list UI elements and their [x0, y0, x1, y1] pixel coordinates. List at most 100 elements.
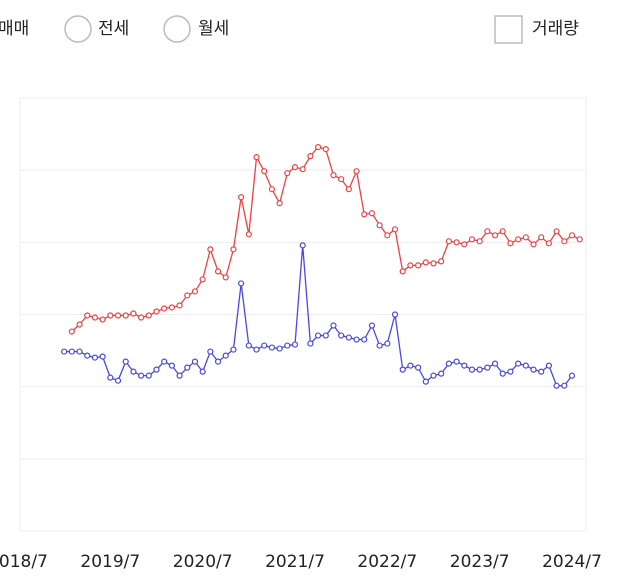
point — [122, 358, 129, 365]
point — [507, 368, 514, 375]
point — [368, 210, 376, 217]
point — [291, 341, 299, 348]
point — [461, 241, 468, 248]
point — [453, 358, 460, 365]
point — [361, 336, 368, 343]
point — [268, 186, 276, 193]
point — [415, 262, 422, 269]
point — [484, 364, 491, 371]
option-label[interactable]: 매매 — [0, 19, 29, 39]
point — [230, 246, 237, 253]
point — [245, 231, 252, 238]
point — [291, 164, 299, 171]
x-tick-label: 2022/7 — [357, 552, 417, 572]
point — [338, 332, 345, 339]
point — [168, 304, 175, 311]
point — [345, 334, 352, 341]
checkbox-label[interactable]: 거래량 — [532, 19, 579, 39]
point — [138, 314, 145, 321]
point — [345, 186, 352, 193]
point — [68, 348, 75, 355]
point — [499, 370, 506, 377]
point — [68, 328, 75, 335]
point — [199, 368, 206, 375]
point — [522, 234, 529, 241]
point — [391, 226, 399, 233]
point — [422, 259, 429, 266]
x-tick-label: 2020/7 — [173, 552, 233, 572]
point — [130, 368, 137, 375]
option-label[interactable]: 전세 — [98, 19, 129, 39]
point — [499, 228, 506, 235]
point — [453, 239, 460, 246]
option-label[interactable]: 월세 — [198, 19, 229, 39]
point — [161, 358, 168, 365]
checkbox[interactable] — [494, 15, 523, 44]
point — [284, 170, 291, 177]
point — [222, 352, 229, 359]
point — [430, 372, 437, 379]
point — [361, 211, 368, 218]
point — [176, 372, 183, 379]
point — [91, 354, 99, 361]
point — [253, 154, 260, 161]
point — [307, 153, 314, 160]
point — [545, 240, 553, 247]
point — [107, 312, 114, 319]
x-tick-label: 2024/7 — [542, 552, 602, 572]
point — [568, 372, 576, 379]
point — [61, 348, 68, 355]
x-tick-label: 2023/7 — [450, 552, 510, 572]
point — [553, 382, 560, 389]
point — [376, 342, 383, 349]
point — [507, 240, 514, 247]
point — [168, 362, 175, 369]
radio[interactable] — [64, 15, 92, 43]
point — [238, 194, 245, 201]
point — [122, 312, 129, 319]
point — [276, 200, 283, 207]
point — [207, 348, 214, 355]
point — [314, 332, 322, 339]
point — [314, 144, 322, 151]
point — [515, 236, 522, 243]
point — [184, 364, 191, 371]
point — [484, 228, 491, 235]
point — [99, 316, 106, 323]
point — [384, 232, 391, 239]
point — [568, 232, 576, 239]
point — [468, 236, 476, 243]
point — [530, 241, 537, 248]
point — [522, 362, 529, 369]
point — [214, 268, 222, 275]
point — [553, 228, 560, 235]
point — [76, 348, 83, 355]
point — [107, 374, 114, 381]
point — [176, 302, 183, 309]
point — [415, 364, 422, 371]
point — [561, 238, 568, 245]
point — [276, 345, 283, 352]
x-tick-label: 2018/7 — [0, 552, 48, 572]
point — [330, 172, 337, 179]
x-tick-label: 2019/7 — [80, 552, 140, 572]
point — [445, 360, 452, 367]
point — [161, 305, 168, 312]
point — [261, 168, 268, 175]
point — [99, 353, 106, 360]
radio[interactable] — [163, 15, 191, 43]
point — [368, 322, 376, 329]
point — [191, 288, 199, 295]
point — [307, 340, 314, 347]
point — [230, 346, 237, 353]
point — [430, 260, 437, 267]
point — [476, 238, 483, 245]
point — [207, 246, 214, 253]
point — [438, 370, 445, 377]
point — [114, 312, 122, 319]
point — [199, 276, 206, 283]
point — [91, 314, 99, 321]
point — [114, 377, 122, 384]
point — [422, 378, 429, 385]
